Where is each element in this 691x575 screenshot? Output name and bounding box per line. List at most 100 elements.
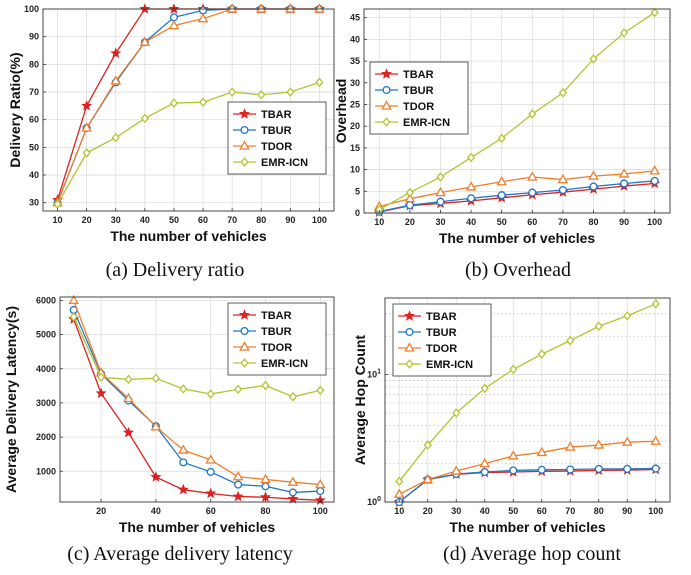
data-point xyxy=(594,464,603,473)
legend-marker xyxy=(239,140,250,150)
x-tick-label: 20 xyxy=(423,506,433,516)
series-line xyxy=(398,303,657,482)
data-point xyxy=(620,28,629,38)
x-tick-label: 50 xyxy=(497,217,507,227)
series-tdor xyxy=(373,165,661,211)
series-line xyxy=(73,316,321,398)
legend-marker xyxy=(238,309,251,320)
chart-panel-3: 10 20 30 40 50 60 70 80 90 100 100 101 The number of… xyxy=(352,297,671,565)
x-tick-label: 40 xyxy=(151,506,161,516)
data-point xyxy=(82,148,91,158)
x-axis-label: The number of vehicles xyxy=(110,228,267,244)
data-point xyxy=(234,480,243,489)
series-line xyxy=(398,468,656,503)
data-point xyxy=(110,47,122,58)
data-point xyxy=(593,439,605,449)
data-point xyxy=(139,36,151,46)
data-point xyxy=(650,435,662,445)
data-point xyxy=(509,466,518,475)
legend-label: TBUR xyxy=(261,125,292,137)
data-point xyxy=(452,408,461,418)
data-point xyxy=(589,54,598,64)
chart-panel-1: 10 20 30 40 50 60 70 80 90 100 0 5 10 15 20 25 30 35 40 45 T… xyxy=(333,7,671,281)
x-tick-label: 100 xyxy=(313,506,328,516)
y-tick-label: 5000 xyxy=(36,330,56,340)
legend-label: TBAR xyxy=(426,311,457,323)
legend-label: TBUR xyxy=(261,326,292,338)
data-point xyxy=(168,19,180,30)
data-point xyxy=(528,188,537,197)
x-axis-label: The number of vehicles xyxy=(439,230,596,246)
data-point xyxy=(177,483,189,495)
x-tick-label: 80 xyxy=(594,506,604,516)
legend-label: TBAR xyxy=(403,69,434,81)
data-point xyxy=(69,312,78,322)
data-point xyxy=(53,199,62,209)
legend-label: EMR-ICN xyxy=(403,117,450,129)
x-tick-label: 80 xyxy=(260,506,270,516)
legend-marker xyxy=(382,85,391,95)
data-point xyxy=(405,201,414,210)
figure-caption: (c) Average delivery latency xyxy=(67,543,293,565)
legend-label: EMR-ICN xyxy=(261,157,308,169)
x-tick-label: 60 xyxy=(537,506,547,516)
legend-marker xyxy=(240,125,249,135)
data-point xyxy=(179,384,188,394)
data-point xyxy=(150,471,162,482)
x-tick-label: 70 xyxy=(227,215,237,225)
data-point xyxy=(623,464,632,473)
data-point xyxy=(479,457,491,468)
data-point xyxy=(467,194,476,203)
y-tick-label: 90 xyxy=(29,32,39,42)
series-line xyxy=(73,318,321,501)
data-point xyxy=(199,6,208,15)
y-tick-label: 6000 xyxy=(36,295,56,305)
data-point xyxy=(261,482,270,491)
data-point xyxy=(526,171,538,181)
data-point xyxy=(422,473,434,484)
data-point xyxy=(122,426,135,438)
legend-marker xyxy=(403,310,416,321)
series-line xyxy=(379,180,655,213)
data-point xyxy=(450,465,462,475)
x-tick-label: 40 xyxy=(466,217,476,227)
legend-marker xyxy=(240,358,249,368)
data-point xyxy=(261,380,270,391)
data-point xyxy=(436,197,445,206)
x-tick-label: 20 xyxy=(405,217,415,227)
figure-caption: (b) Overhead xyxy=(465,259,571,281)
x-tick-label: 50 xyxy=(169,215,179,225)
series-line xyxy=(56,81,320,205)
data-point xyxy=(588,170,599,180)
data-point xyxy=(228,87,237,97)
data-point xyxy=(651,464,660,473)
y-tick-label: 100 xyxy=(24,4,39,14)
data-point xyxy=(404,192,416,203)
data-point xyxy=(496,176,508,186)
x-tick-label: 100 xyxy=(647,217,662,227)
legend-label: TDOR xyxy=(261,342,292,354)
data-point xyxy=(480,383,489,394)
y-tick-label: 3000 xyxy=(36,398,56,408)
y-tick-label: 4000 xyxy=(36,364,56,374)
data-point xyxy=(151,373,160,384)
x-tick-label: 90 xyxy=(622,506,632,516)
x-tick-label: 70 xyxy=(558,217,568,227)
y-axis-label: Average Hop Count xyxy=(352,335,368,465)
series-line xyxy=(379,182,655,213)
legend-marker xyxy=(404,342,415,352)
series-line xyxy=(378,11,656,211)
y-tick-label: 70 xyxy=(29,87,39,97)
data-point xyxy=(497,191,506,200)
y-tick-label: 0 xyxy=(355,208,360,218)
data-point xyxy=(315,77,324,88)
legend-label: TDOR xyxy=(403,101,434,113)
x-tick-label: 80 xyxy=(256,215,266,225)
data-point xyxy=(234,384,243,395)
data-point xyxy=(169,13,179,22)
data-point xyxy=(206,389,215,399)
data-point xyxy=(566,465,575,474)
y-tick-label: 101 xyxy=(367,369,381,380)
legend-marker xyxy=(381,100,392,110)
data-point xyxy=(393,488,405,498)
